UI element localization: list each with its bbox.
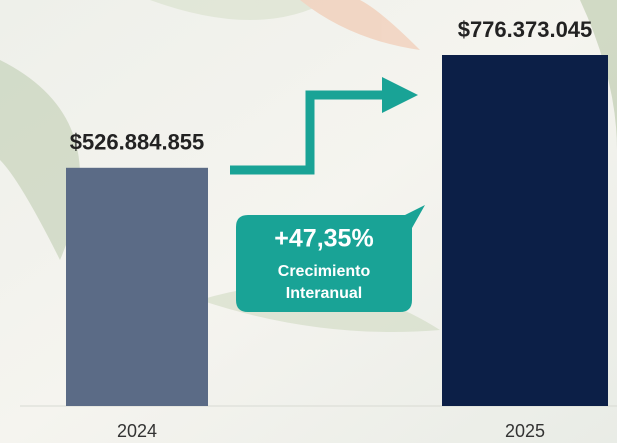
value-label: $776.373.045 xyxy=(458,17,593,42)
x-tick-label: 2025 xyxy=(505,421,545,441)
bar xyxy=(66,167,208,406)
growth-label: Interanual xyxy=(286,285,362,302)
growth-arrow xyxy=(230,90,385,175)
growth-arrowhead xyxy=(382,77,418,113)
growth-callout xyxy=(236,205,425,312)
leaf-decoration xyxy=(0,0,617,332)
growth-label: Crecimiento xyxy=(278,263,371,280)
bar xyxy=(442,55,608,406)
growth-percent: +47,35% xyxy=(274,225,373,253)
value-label: $526.884.855 xyxy=(70,130,205,155)
x-tick-label: 2024 xyxy=(117,421,157,441)
